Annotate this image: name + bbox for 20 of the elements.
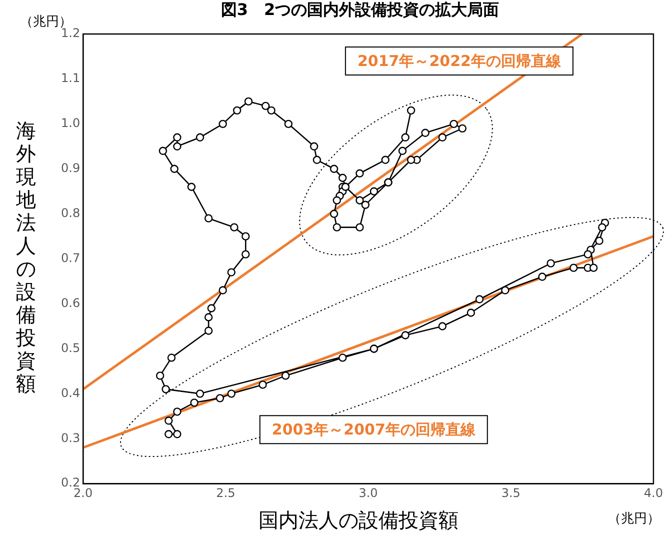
y-tick-label: 0.7 <box>60 250 80 265</box>
text: 海外現地法人の設備投資額 <box>16 118 36 396</box>
x-tick-label: 2.0 <box>74 486 93 500</box>
y-tick-label: 0.9 <box>60 161 80 176</box>
y-tick-label: 0.8 <box>60 206 80 220</box>
x-axis-title: 国内法人の設備投資額 <box>258 508 458 532</box>
series-label: 2017年～2022年の回帰直線 <box>357 52 562 70</box>
x-tick-label: 3.5 <box>501 486 520 500</box>
text: （兆円） <box>608 511 660 526</box>
x-tick-label: 2.5 <box>216 486 236 500</box>
y-tick-label: 0.3 <box>60 430 80 445</box>
y-tick-label: 0.4 <box>60 386 80 400</box>
y-tick-label: 0.6 <box>60 296 80 310</box>
y-tick-label: 1.1 <box>60 71 80 86</box>
y-tick-label: 1.0 <box>60 116 80 130</box>
y-tick-label: 0.5 <box>60 340 80 355</box>
x-tick-label: 3.0 <box>358 486 378 500</box>
chart-title: 図3 2つの国内外設備投資の拡大局面 <box>220 0 500 20</box>
x-tick-label: 4.0 <box>644 486 664 500</box>
text: 2003年～2007年の回帰直線 <box>272 420 476 439</box>
